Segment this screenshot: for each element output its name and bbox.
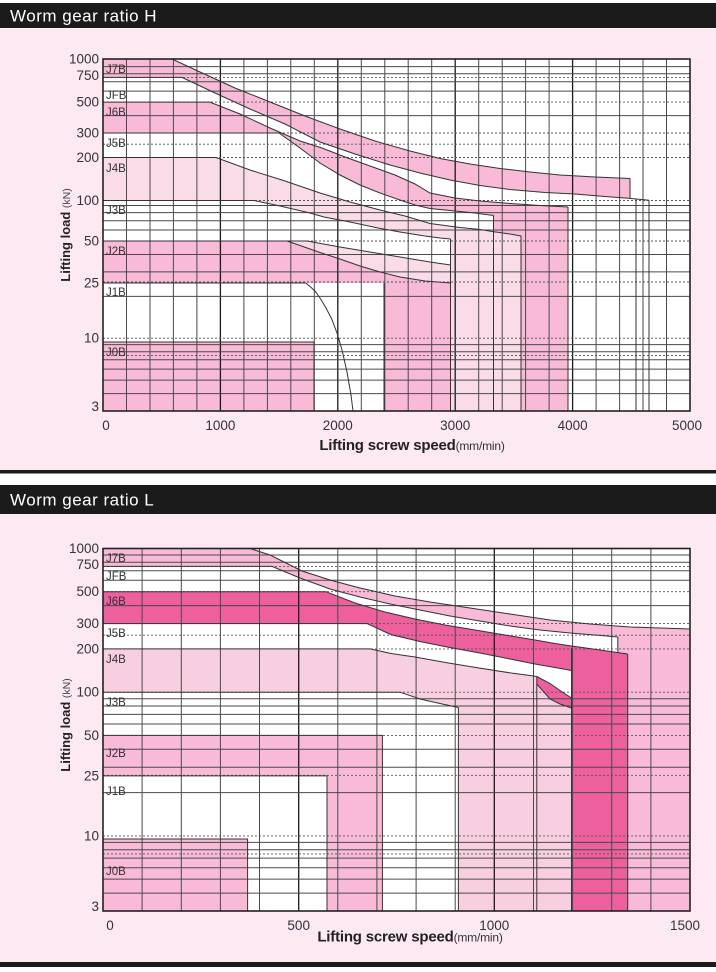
svg-text:5000: 5000 [672,418,702,433]
svg-text:Lifting screw speed(mm/min): Lifting screw speed(mm/min) [317,929,502,946]
svg-text:0: 0 [102,418,110,433]
svg-text:2000: 2000 [323,418,353,433]
svg-text:J4B: J4B [106,654,126,666]
svg-text:JFB: JFB [106,571,127,583]
svg-text:J1B: J1B [106,287,126,299]
svg-text:J6B: J6B [106,596,126,608]
svg-text:25: 25 [84,768,99,783]
svg-text:J5B: J5B [106,628,126,640]
svg-text:J1B: J1B [106,786,126,798]
svg-text:10: 10 [84,828,99,843]
svg-text:100: 100 [76,193,99,208]
svg-text:50: 50 [84,234,99,249]
svg-text:J7B: J7B [106,64,126,76]
svg-text:J0B: J0B [106,866,126,878]
svg-text:Lifting load (kN): Lifting load (kN) [58,188,73,281]
svg-text:J2B: J2B [106,246,126,258]
svg-text:25: 25 [84,276,99,291]
svg-text:1000: 1000 [69,541,99,556]
svg-text:4000: 4000 [558,418,588,433]
svg-text:500: 500 [76,95,99,110]
svg-text:200: 200 [76,641,99,656]
svg-text:Lifting screw speed(mm/min): Lifting screw speed(mm/min) [319,437,504,454]
svg-text:3: 3 [91,399,99,414]
svg-text:J2B: J2B [106,748,126,760]
svg-text:J6B: J6B [106,107,126,119]
svg-text:Lifting load (kN): Lifting load (kN) [58,678,73,771]
svg-text:300: 300 [76,126,99,141]
svg-text:J3B: J3B [106,697,126,709]
svg-text:750: 750 [76,68,99,83]
svg-text:200: 200 [76,150,99,165]
svg-text:1000: 1000 [479,918,509,933]
svg-text:10: 10 [84,331,99,346]
svg-text:J7B: J7B [106,553,126,565]
svg-text:1500: 1500 [670,918,700,933]
svg-text:J4B: J4B [106,163,126,175]
svg-text:J0B: J0B [106,347,126,359]
svg-text:3: 3 [91,899,99,914]
svg-text:100: 100 [76,685,99,700]
svg-text:750: 750 [76,557,99,572]
svg-text:J3B: J3B [106,205,126,217]
svg-text:0: 0 [106,918,114,933]
svg-text:300: 300 [76,616,99,631]
svg-text:J5B: J5B [106,138,126,150]
svg-text:1000: 1000 [69,52,99,67]
svg-text:JFB: JFB [106,90,127,102]
svg-text:50: 50 [84,728,99,743]
svg-text:1000: 1000 [205,418,235,433]
svg-text:500: 500 [287,918,310,933]
svg-text:Worm gear ratio L: Worm gear ratio L [10,491,154,510]
svg-text:Worm gear ratio H: Worm gear ratio H [10,7,157,26]
svg-text:3000: 3000 [440,418,470,433]
svg-text:500: 500 [76,584,99,599]
